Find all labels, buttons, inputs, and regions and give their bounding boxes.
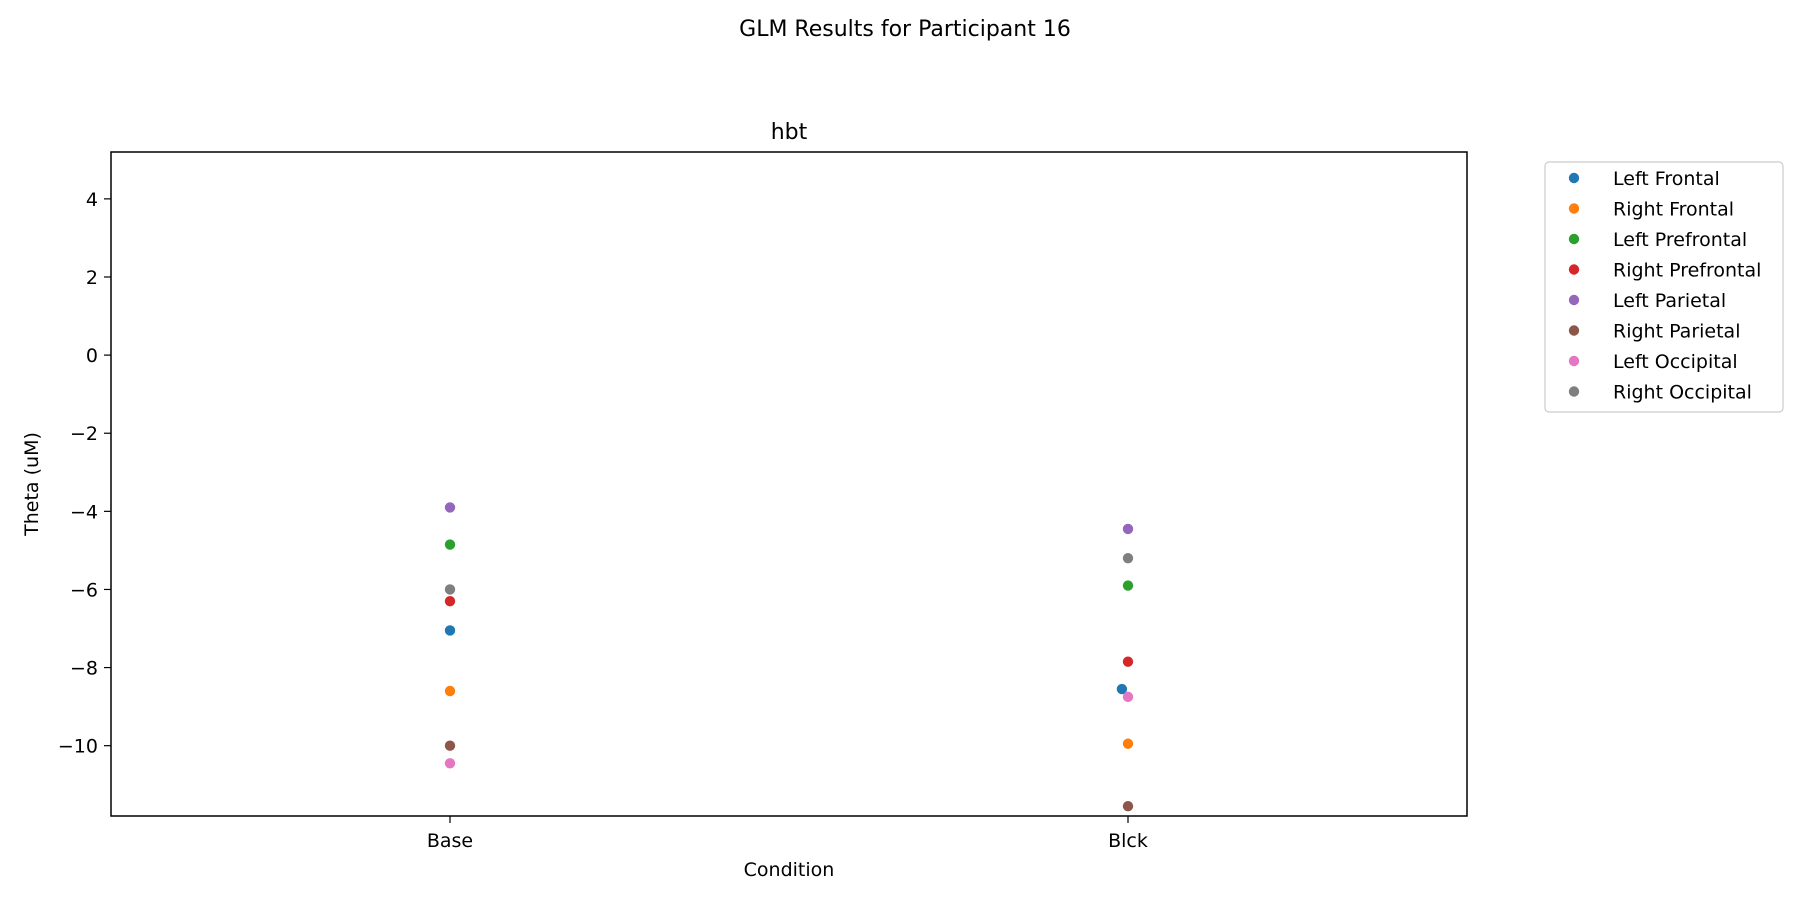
legend-marker — [1568, 172, 1580, 184]
figure-suptitle: GLM Results for Participant 16 — [739, 17, 1071, 42]
data-point — [444, 595, 456, 607]
legend-label: Left Prefrontal — [1613, 229, 1747, 251]
data-point — [444, 758, 456, 769]
x-axis-label: Condition — [744, 859, 835, 881]
legend-label: Right Occipital — [1613, 382, 1752, 404]
legend-frame — [1544, 161, 1784, 413]
data-point — [444, 625, 456, 636]
data-point — [444, 685, 456, 697]
legend-marker — [1568, 233, 1580, 245]
y-axis: 4 2 0 −2 −4 −6 −8 −10 — [58, 189, 111, 758]
legend-label: Left Frontal — [1613, 168, 1720, 190]
y-tick-label: −10 — [58, 736, 98, 758]
data-point — [1122, 580, 1134, 591]
legend-label: Right Prefrontal — [1613, 260, 1761, 282]
legend: Left Frontal Right Frontal Left Prefrontal… — [1544, 161, 1784, 413]
legend-label: Right Frontal — [1613, 199, 1734, 221]
legend-marker — [1568, 264, 1580, 275]
y-tick-label: 4 — [86, 189, 98, 211]
data-point — [1122, 691, 1134, 703]
data-point — [444, 740, 456, 751]
y-tick-label: −2 — [70, 423, 98, 445]
data-point — [1122, 656, 1134, 667]
y-axis-label: Theta (uM) — [21, 432, 43, 537]
data-point — [1122, 553, 1134, 564]
legend-marker — [1568, 203, 1580, 214]
legend-marker — [1568, 325, 1580, 336]
legend-label: Left Parietal — [1613, 290, 1726, 312]
data-points — [444, 502, 1134, 812]
data-point — [1122, 523, 1134, 535]
data-point — [1116, 683, 1128, 695]
plot-area-frame — [110, 151, 1468, 817]
data-point — [444, 539, 456, 550]
axes-title: hbt — [771, 120, 808, 145]
legend-marker — [1568, 294, 1580, 306]
y-tick-label: −4 — [70, 501, 98, 523]
data-point — [444, 584, 456, 595]
y-tick-label: 2 — [86, 267, 98, 289]
legend-label: Left Occipital — [1613, 351, 1738, 373]
y-tick-label: −6 — [70, 579, 98, 601]
data-point — [444, 502, 456, 513]
legend-label: Right Parietal — [1613, 321, 1740, 343]
data-point — [1122, 801, 1134, 812]
legend-marker — [1568, 355, 1580, 367]
x-tick-label: Base — [427, 830, 473, 852]
legend-marker — [1568, 386, 1580, 397]
x-axis: Base Blck — [427, 816, 1148, 852]
x-tick-label: Blck — [1108, 830, 1148, 852]
y-tick-label: −8 — [70, 658, 98, 680]
y-tick-label: 0 — [86, 345, 98, 367]
data-point — [1122, 738, 1134, 749]
